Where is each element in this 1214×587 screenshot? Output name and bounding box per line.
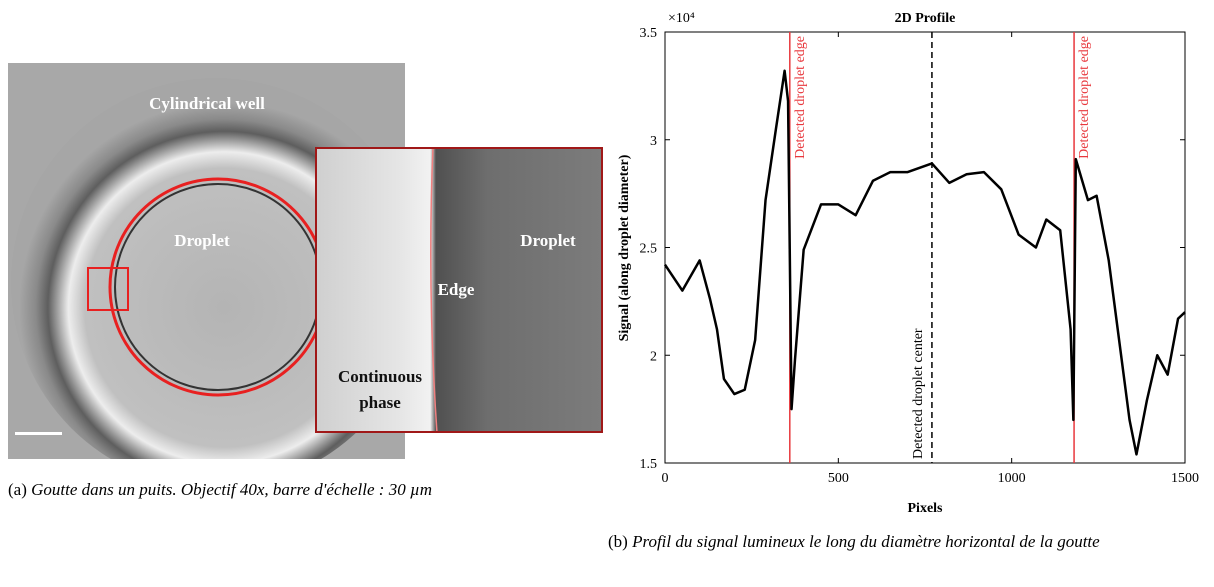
x-tick-label: 0 xyxy=(662,471,669,486)
y-tick-label: 2 xyxy=(650,349,657,364)
caption: (a) Goutte dans un puits. Objectif 40x, … xyxy=(8,478,598,502)
caption-text: Profil du signal lumineux le long du dia… xyxy=(632,532,1100,551)
y-tick-label: 1.5 xyxy=(640,457,658,472)
label: Edge xyxy=(437,280,475,299)
y-tick-label: 3 xyxy=(650,134,657,149)
label: Droplet xyxy=(520,231,576,250)
chart-title: 2D Profile xyxy=(895,11,956,26)
caption: (b) Profil du signal lumineux le long du… xyxy=(608,530,1208,554)
y-tick-label: 2.5 xyxy=(640,242,658,257)
inset-image xyxy=(315,147,603,433)
label: Droplet xyxy=(174,231,230,250)
y-multiplier: ×10⁴ xyxy=(668,11,695,26)
caption-tag: (a) xyxy=(8,480,27,499)
y-tick-label: 3.5 xyxy=(640,26,658,41)
x-axis-label: Pixels xyxy=(908,501,944,516)
marker-label: Detected droplet edge xyxy=(1077,36,1092,159)
caption-tag: (b) xyxy=(608,532,628,551)
label: Cylindrical well xyxy=(149,94,265,113)
marker-label: Detected droplet edge xyxy=(793,36,808,159)
x-tick-label: 500 xyxy=(828,471,849,486)
caption-text: Goutte dans un puits. Objectif 40x, barr… xyxy=(31,480,433,499)
y-axis-label: Signal (along droplet diameter) xyxy=(617,154,632,341)
x-tick-label: 1000 xyxy=(998,471,1026,486)
x-tick-label: 1500 xyxy=(1171,471,1199,486)
label: Continuous phase xyxy=(337,367,423,412)
line xyxy=(663,69,1186,456)
marker-label: Detected droplet center xyxy=(911,328,926,459)
